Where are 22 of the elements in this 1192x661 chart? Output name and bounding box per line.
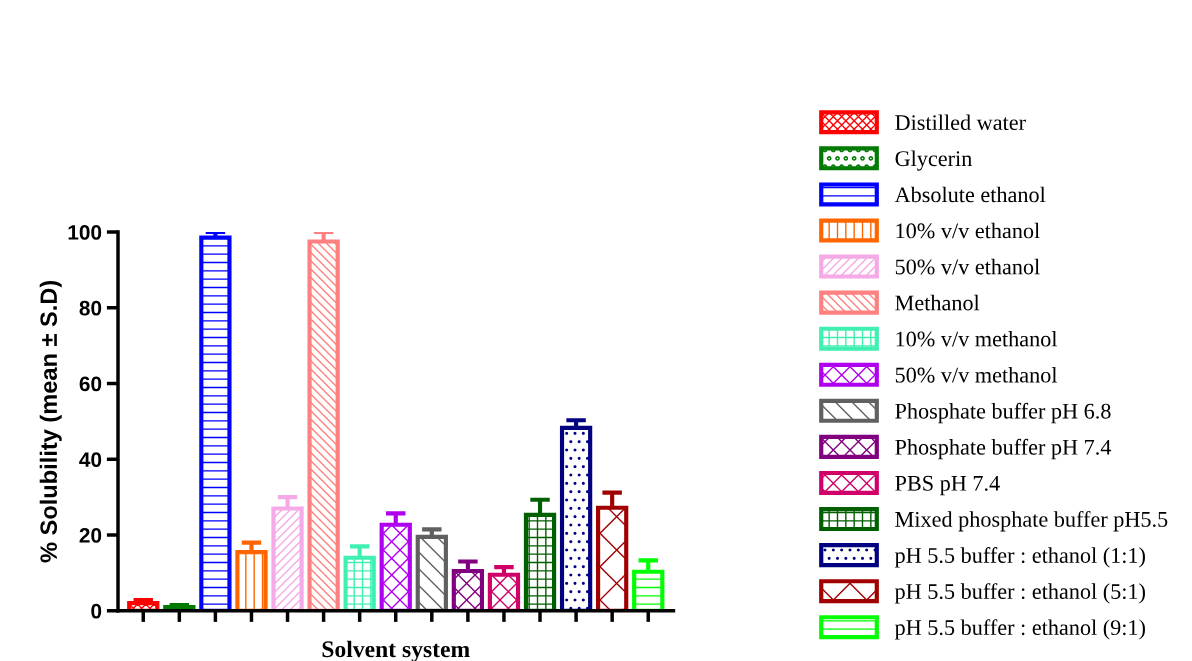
legend-label: Phosphate buffer pH 6.8 — [895, 402, 1111, 424]
legend-label: pH 5.5 buffer : ethanol (5:1) — [894, 583, 1145, 604]
y-tick-label: 100 — [68, 225, 102, 240]
y-tick-label: 0 — [91, 603, 102, 619]
legend-label: pH 5.5 buffer : ethanol (1:1) — [894, 547, 1145, 568]
legend-label: PBS pH 7.4 — [895, 475, 1000, 496]
legend-label: pH 5.5 buffer : ethanol (9:1) — [894, 619, 1145, 640]
legend-label: Methanol — [895, 294, 980, 311]
legend-label: Absolute ethanol — [894, 186, 1046, 203]
legend-label: Glycerin — [895, 150, 972, 171]
legend-label: 10% v/v ethanol — [896, 222, 1040, 239]
y-tick-label: 20 — [79, 528, 102, 543]
y-tick-label: 60 — [79, 376, 102, 392]
legend-label: Mixed phosphate buffer pH5.5 — [895, 511, 1168, 532]
legend-label: 50% v/v methanol — [895, 366, 1058, 383]
y-axis-title: % Solubility (mean ± S.D) — [39, 280, 62, 563]
y-tick-label: 80 — [79, 300, 102, 316]
legend-label: Distilled water — [895, 114, 1026, 131]
y-tick-label: 40 — [79, 452, 102, 468]
legend-label: Phosphate buffer pH 7.4 — [895, 438, 1112, 460]
legend-label: 50% v/v ethanol — [895, 258, 1040, 275]
legend-label: 10% v/v methanol — [896, 330, 1058, 347]
